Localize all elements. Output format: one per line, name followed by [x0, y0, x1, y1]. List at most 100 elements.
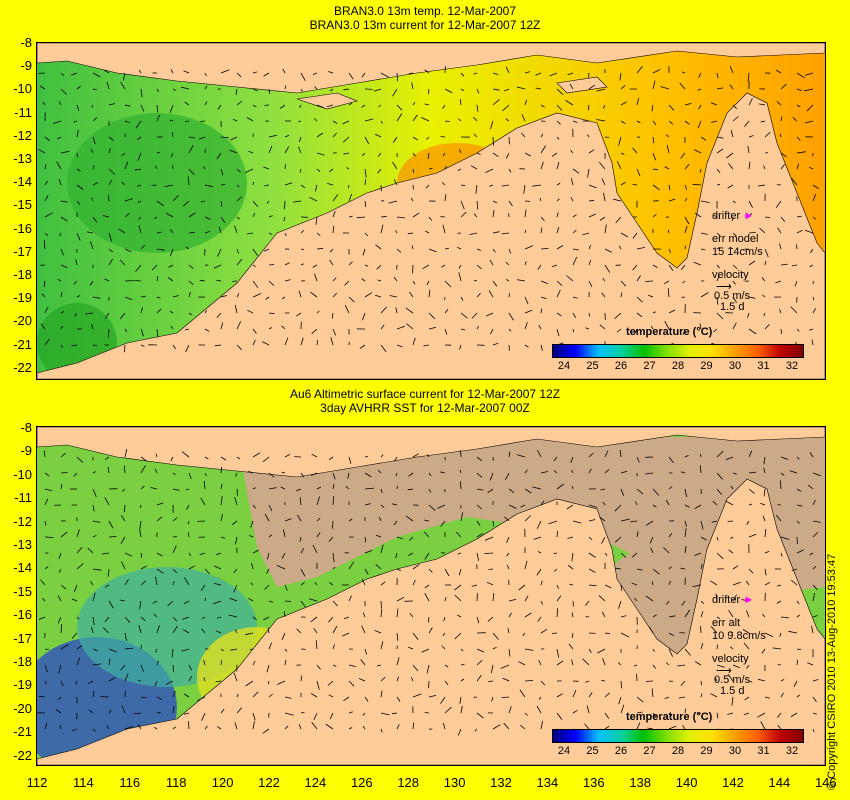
current-vector [747, 312, 750, 318]
current-vector [620, 101, 628, 106]
current-vector [796, 600, 800, 605]
current-vector [652, 568, 660, 575]
current-vector [332, 552, 335, 562]
current-vector [693, 261, 702, 266]
current-vector [556, 161, 560, 170]
current-vector [757, 712, 766, 718]
current-vector [44, 498, 49, 506]
current-vector [284, 279, 291, 282]
current-vector [620, 292, 623, 298]
current-vector [264, 513, 270, 522]
current-vector [172, 344, 177, 350]
current-vector [681, 71, 686, 74]
current-vector [732, 280, 736, 285]
current-vector [364, 696, 369, 702]
current-vector [636, 722, 641, 730]
current-vector [123, 504, 126, 513]
current-vector [572, 709, 578, 714]
current-vector [716, 312, 724, 320]
current-vector [284, 454, 290, 458]
current-vector [601, 611, 606, 618]
current-vector [790, 712, 798, 717]
current-vector [748, 328, 757, 335]
current-vector [279, 104, 286, 109]
current-vector [106, 81, 110, 90]
current-vector [137, 152, 142, 162]
current-vector [540, 227, 543, 234]
current-vector [92, 568, 102, 571]
current-vector [185, 328, 190, 331]
current-vector [584, 723, 590, 730]
colorbar-tick: 24 [557, 745, 571, 757]
current-vector [636, 275, 641, 282]
current-vector [108, 258, 113, 266]
current-vector [748, 680, 753, 683]
current-vector [492, 646, 497, 650]
current-vector [508, 248, 512, 254]
current-vector [745, 610, 750, 618]
current-vector [518, 661, 526, 666]
current-vector [220, 200, 223, 207]
current-vector [729, 84, 734, 90]
current-vector [780, 263, 788, 266]
current-vector [492, 210, 495, 218]
current-vector [474, 728, 478, 732]
copyright-notice: © Copyright CSIRO 2010 13-Aug-2010 19:53… [826, 553, 838, 790]
current-vector [730, 536, 734, 539]
current-vector [652, 664, 657, 669]
current-vector [681, 296, 686, 298]
current-vector [156, 502, 164, 506]
current-vector [732, 200, 736, 204]
current-vector [184, 101, 190, 106]
current-vector [188, 212, 196, 218]
current-vector [408, 472, 414, 477]
current-vector [492, 98, 500, 106]
current-vector [124, 632, 127, 641]
current-vector [43, 450, 46, 458]
current-vector [428, 289, 431, 298]
colorbar-tick: 28 [671, 360, 685, 372]
current-vector [601, 680, 606, 682]
current-vector [663, 547, 670, 554]
current-vector [150, 487, 158, 490]
current-vector [730, 485, 734, 490]
current-vector [332, 132, 337, 138]
current-vector [556, 648, 560, 658]
current-vector [155, 165, 158, 170]
current-vector [809, 166, 814, 170]
current-vector [812, 728, 815, 732]
current-vector [716, 183, 721, 186]
colorbar-tick: 26 [614, 745, 628, 757]
current-vector [332, 625, 338, 634]
top-lat-tick: -16 [13, 220, 32, 236]
current-vector [88, 680, 94, 684]
current-vector [108, 648, 117, 653]
current-vector [396, 104, 403, 111]
top-map-panel[interactable] [36, 42, 826, 380]
current-vector [268, 472, 275, 478]
current-vector [538, 324, 542, 330]
current-vector [60, 150, 70, 154]
current-vector [727, 674, 734, 682]
current-vector [652, 136, 655, 144]
current-vector [140, 465, 146, 474]
current-vector [172, 545, 177, 554]
current-vector [120, 664, 126, 671]
current-vector [314, 184, 318, 192]
current-vector [748, 568, 754, 574]
bottom-map-panel[interactable] [36, 426, 826, 766]
current-vector [762, 613, 766, 618]
current-vector [636, 97, 640, 106]
current-vector [457, 728, 462, 736]
current-vector [391, 712, 398, 715]
current-vector [620, 232, 628, 238]
current-vector [471, 584, 478, 587]
current-vector [791, 568, 798, 571]
current-vector [213, 565, 222, 570]
current-vector [231, 520, 238, 526]
current-vector [55, 709, 62, 714]
current-vector [460, 648, 464, 652]
colorbar-tick: 30 [728, 745, 742, 757]
current-vector [140, 295, 146, 298]
current-vector [582, 658, 590, 666]
